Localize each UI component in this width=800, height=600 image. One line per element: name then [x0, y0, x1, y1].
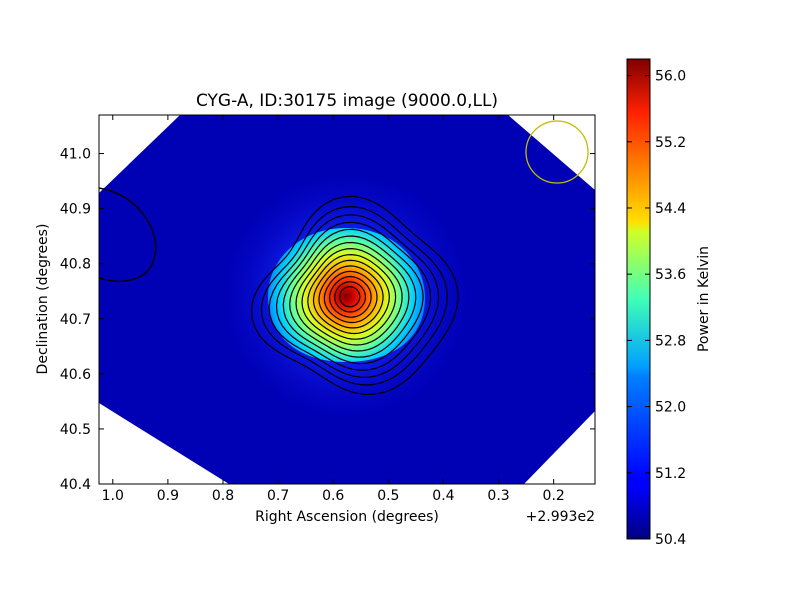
x-tick-label: 0.8 [212, 488, 234, 504]
y-axis-ticks: 40.4 40.5 40.6 40.7 40.8 40.9 41.0 [60, 147, 595, 493]
colorbar-tick-label: 54.4 [655, 201, 686, 217]
contour-level [323, 270, 378, 324]
contour-level [334, 281, 367, 313]
x-tick-label: 0.7 [267, 488, 289, 504]
corner-contour [99, 187, 157, 282]
beam-circle [525, 120, 589, 184]
x-axis-ticks: 1.0 0.9 0.8 0.7 0.6 0.5 0.4 0.3 0.2 [102, 115, 565, 504]
contour-level [282, 228, 424, 365]
colorbar-tick-label: 55.2 [655, 135, 686, 151]
contour-level [289, 235, 417, 358]
y-tick-label: 40.6 [60, 367, 91, 383]
colorbar-label: Power in Kelvin [696, 246, 712, 352]
colorbar-tick-label: 50.4 [655, 532, 686, 548]
y-tick-label: 40.8 [60, 257, 91, 273]
x-tick-label: 1.0 [102, 488, 124, 504]
contour-level [250, 195, 459, 395]
plot-area [99, 115, 595, 484]
x-tick-label: 0.2 [543, 488, 565, 504]
colorbar-ticks: 50.4 51.2 52.0 52.8 53.6 54.4 55.2 56.0 [627, 69, 686, 548]
contour-level [275, 221, 432, 371]
contour-level [312, 259, 390, 335]
x-axis-label: Right Ascension (degrees) [255, 509, 439, 525]
colorbar-tick-label: 56.0 [655, 69, 686, 85]
colorbar-tick-label: 51.2 [655, 466, 686, 482]
y-tick-label: 40.5 [60, 422, 91, 438]
colorbar-tick-label: 52.0 [655, 400, 686, 416]
x-tick-label: 0.3 [487, 488, 509, 504]
y-tick-label: 41.0 [60, 147, 91, 163]
contour-level [260, 205, 448, 386]
x-tick-label: 0.9 [157, 488, 179, 504]
x-tick-label: 0.5 [377, 488, 399, 504]
x-tick-label: 0.4 [432, 488, 454, 504]
contour-level [295, 241, 410, 352]
plot-frame [98, 114, 596, 485]
chart-title: CYG-A, ID:30175 image (9000.0,LL) [196, 91, 498, 111]
contour-lines [250, 195, 459, 395]
contour-level [301, 247, 403, 346]
y-tick-label: 40.4 [60, 477, 91, 493]
y-tick-label: 40.9 [60, 202, 91, 218]
colorbar-tick-label: 53.6 [655, 267, 686, 283]
x-offset-text: +2.993e2 [526, 509, 595, 525]
contour-level [268, 214, 440, 378]
contour-level [339, 286, 361, 308]
y-tick-label: 40.7 [60, 312, 91, 328]
y-axis-label: Declination (degrees) [35, 224, 51, 375]
x-tick-label: 0.6 [322, 488, 344, 504]
contour-level [328, 275, 372, 318]
colorbar [626, 58, 651, 540]
contour-level [318, 265, 384, 329]
contour-level [307, 253, 397, 340]
colorbar-tick-label: 52.8 [655, 333, 686, 349]
